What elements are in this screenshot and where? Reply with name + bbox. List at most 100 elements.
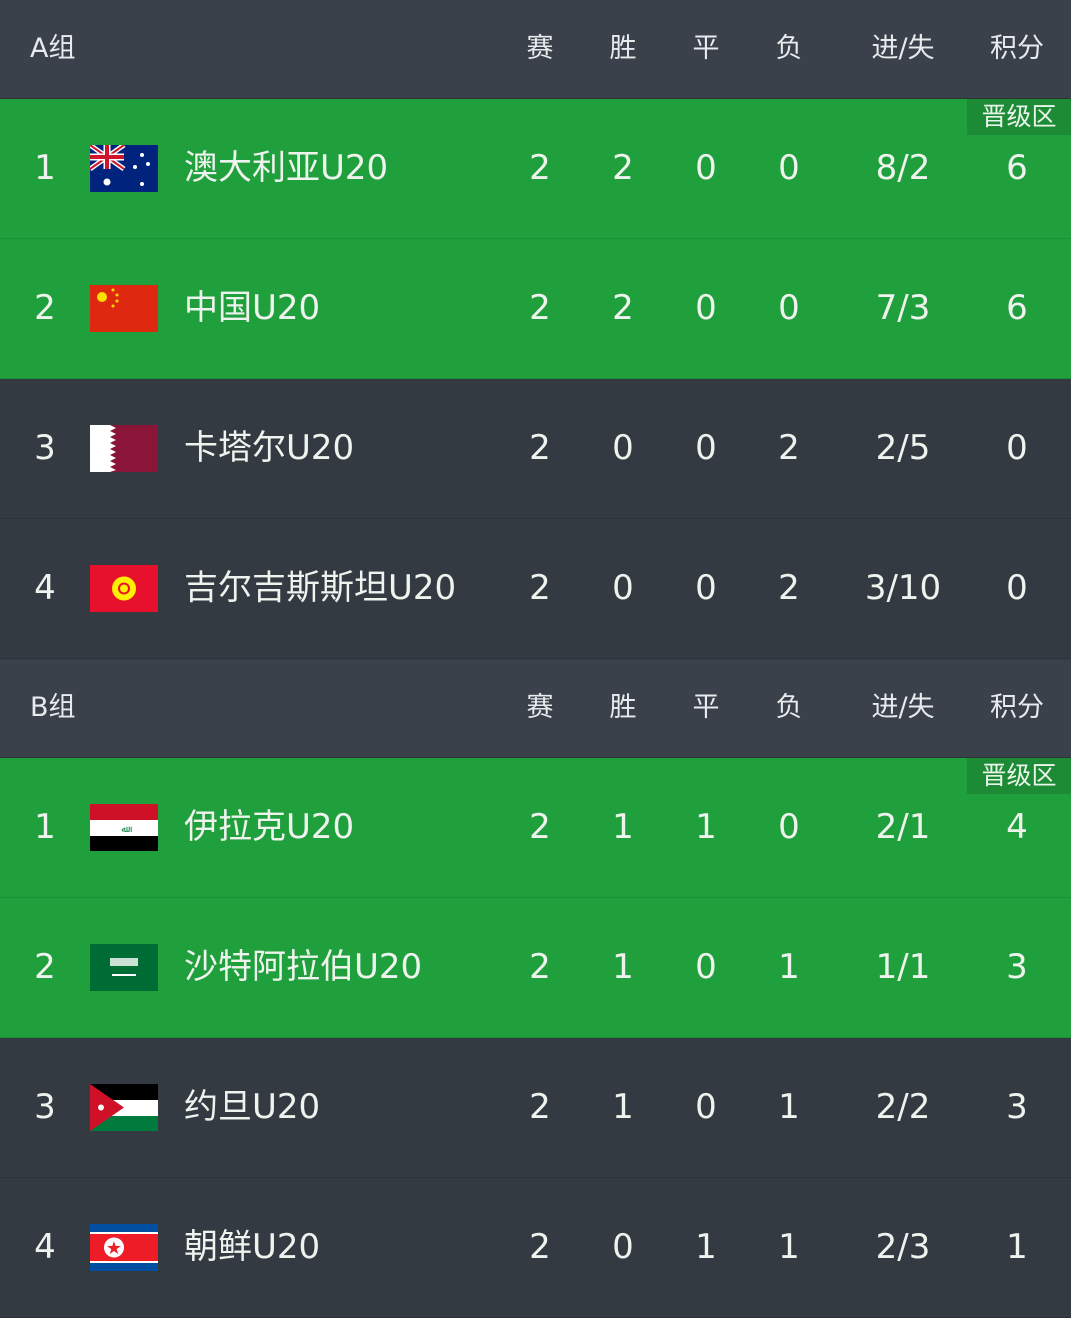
column-header: 赛 [526, 692, 554, 723]
stat-p: 2 [529, 148, 551, 188]
stat-d: 0 [695, 568, 717, 608]
stat-w: 1 [612, 1087, 634, 1127]
stat-p: 2 [529, 428, 551, 468]
stat-p: 2 [529, 807, 551, 847]
rank: 1 [34, 807, 56, 847]
stat-gd: 7/3 [875, 288, 931, 328]
stat-w: 0 [612, 1227, 634, 1267]
stat-l: 1 [778, 947, 800, 987]
table-row[interactable]: 3 约旦U20 2 1 0 1 2/2 3 [0, 1038, 1071, 1178]
stat-gd: 3/10 [864, 568, 942, 608]
stat-d: 0 [695, 947, 717, 987]
stat-l: 2 [778, 568, 800, 608]
stat-pts: 3 [1006, 947, 1028, 987]
stat-d: 0 [695, 148, 717, 188]
qualification-badge: 晋级区 [967, 758, 1071, 794]
iraq-flag-icon: ﷲ [90, 804, 158, 851]
jordan-flag-icon [90, 1084, 158, 1131]
stat-gd: 1/1 [875, 947, 931, 987]
team-name[interactable]: 吉尔吉斯斯坦U20 [184, 568, 457, 608]
group-header: B组 赛 胜 平 负 进/失 积分 [0, 659, 1071, 758]
stat-l: 1 [778, 1087, 800, 1127]
team-name[interactable]: 沙特阿拉伯U20 [184, 947, 423, 987]
stat-pts: 3 [1006, 1087, 1028, 1127]
stat-w: 2 [612, 148, 634, 188]
rank: 3 [34, 428, 56, 468]
stat-d: 0 [695, 1087, 717, 1127]
rank: 3 [34, 1087, 56, 1127]
stat-l: 0 [778, 288, 800, 328]
stat-gd: 2/5 [875, 428, 931, 468]
stat-w: 1 [612, 807, 634, 847]
table-row[interactable]: 2 中国U20 2 2 0 0 7/3 6 [0, 239, 1071, 379]
stat-p: 2 [529, 947, 551, 987]
stat-d: 1 [695, 807, 717, 847]
stat-gd: 2/2 [875, 1087, 931, 1127]
team-name[interactable]: 朝鲜U20 [184, 1227, 321, 1267]
stat-gd: 8/2 [875, 148, 931, 188]
column-header: 积分 [990, 692, 1044, 723]
column-header: 进/失 [871, 33, 935, 64]
group-name: A组 [30, 33, 76, 64]
group-name: B组 [30, 692, 76, 723]
team-name[interactable]: 伊拉克U20 [184, 807, 355, 847]
team-name[interactable]: 卡塔尔U20 [184, 428, 355, 468]
table-row[interactable]: 4 吉尔吉斯斯坦U20 2 0 0 2 3/10 0 [0, 519, 1071, 659]
stat-l: 2 [778, 428, 800, 468]
north-korea-flag-icon: ★ [90, 1224, 158, 1271]
team-name[interactable]: 澳大利亚U20 [184, 148, 389, 188]
stat-pts: 4 [1006, 807, 1028, 847]
stat-gd: 2/1 [875, 807, 931, 847]
rank: 2 [34, 947, 56, 987]
stat-w: 1 [612, 947, 634, 987]
stat-w: 0 [612, 428, 634, 468]
stat-p: 2 [529, 568, 551, 608]
stat-pts: 6 [1006, 148, 1028, 188]
stat-d: 0 [695, 288, 717, 328]
australia-flag-icon [90, 145, 158, 192]
stat-w: 2 [612, 288, 634, 328]
stat-l: 0 [778, 148, 800, 188]
svg-text:★: ★ [106, 1238, 122, 1259]
stat-w: 0 [612, 568, 634, 608]
column-header: 进/失 [871, 692, 935, 723]
qatar-flag-icon [90, 425, 158, 472]
rank: 1 [34, 148, 56, 188]
table-row[interactable]: 晋级区 1 澳大利亚U20 2 2 0 0 8/2 6 [0, 99, 1071, 239]
stat-pts: 1 [1006, 1227, 1028, 1267]
table-row[interactable]: 3 卡塔尔U20 2 0 0 2 2/5 0 [0, 379, 1071, 519]
rank: 4 [34, 1227, 56, 1267]
qualification-badge: 晋级区 [967, 99, 1071, 135]
china-flag-icon [90, 285, 158, 332]
stat-d: 0 [695, 428, 717, 468]
team-name[interactable]: 中国U20 [184, 288, 321, 328]
column-header: 负 [775, 692, 803, 723]
team-name[interactable]: 约旦U20 [184, 1087, 321, 1127]
kyrgyzstan-flag-icon [90, 565, 158, 612]
stat-pts: 0 [1006, 568, 1028, 608]
stat-l: 0 [778, 807, 800, 847]
column-header: 胜 [609, 33, 637, 64]
stat-pts: 0 [1006, 428, 1028, 468]
column-header: 平 [692, 33, 720, 64]
saudi-arabia-flag-icon [90, 944, 158, 991]
column-header: 积分 [990, 33, 1044, 64]
group-header: A组 赛 胜 平 负 进/失 积分 [0, 0, 1071, 99]
column-header: 赛 [526, 33, 554, 64]
column-header: 负 [775, 33, 803, 64]
table-row[interactable]: 晋级区 1 ﷲ 伊拉克U20 2 1 1 0 2/1 4 [0, 758, 1071, 898]
column-header: 胜 [609, 692, 637, 723]
stat-p: 2 [529, 1087, 551, 1127]
stat-p: 2 [529, 288, 551, 328]
rank: 4 [34, 568, 56, 608]
stat-d: 1 [695, 1227, 717, 1267]
table-row[interactable]: 2 沙特阿拉伯U20 2 1 0 1 1/1 3 [0, 898, 1071, 1038]
stat-gd: 2/3 [875, 1227, 931, 1267]
column-header: 平 [692, 692, 720, 723]
stat-p: 2 [529, 1227, 551, 1267]
rank: 2 [34, 288, 56, 328]
table-row[interactable]: 4 ★ 朝鲜U20 2 0 1 1 2/3 1 [0, 1178, 1071, 1318]
stat-l: 1 [778, 1227, 800, 1267]
stat-pts: 6 [1006, 288, 1028, 328]
